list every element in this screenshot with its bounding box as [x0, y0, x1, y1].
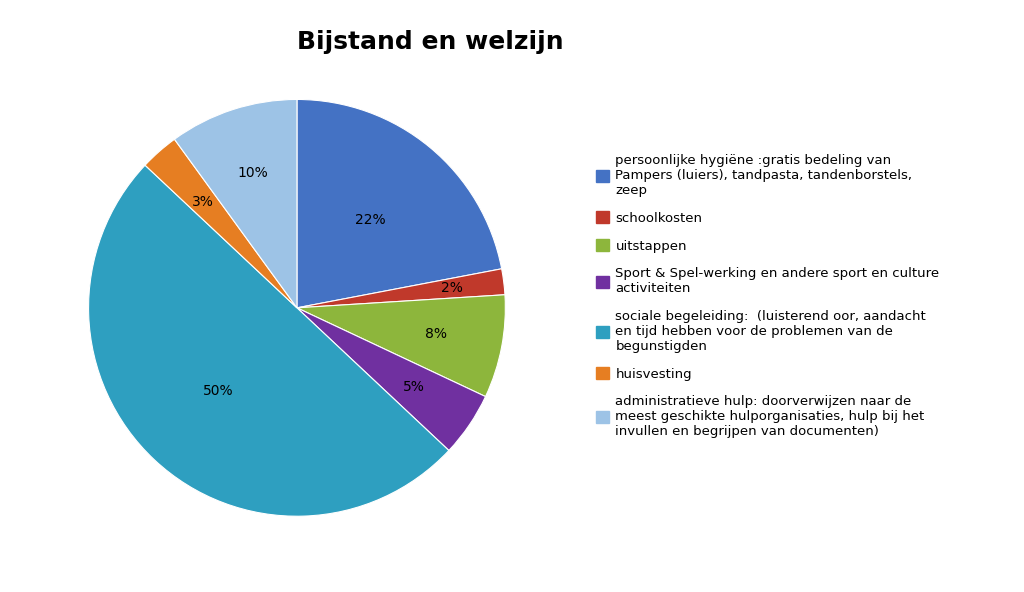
- Wedge shape: [297, 295, 506, 397]
- Text: 50%: 50%: [203, 384, 233, 398]
- Text: 3%: 3%: [193, 195, 214, 208]
- Text: 22%: 22%: [354, 213, 385, 227]
- Text: 2%: 2%: [441, 281, 463, 295]
- Text: 10%: 10%: [238, 166, 268, 180]
- Text: 5%: 5%: [403, 381, 425, 394]
- Wedge shape: [297, 269, 505, 308]
- Wedge shape: [145, 139, 297, 308]
- Text: Bijstand en welzijn: Bijstand en welzijn: [297, 30, 563, 54]
- Wedge shape: [89, 165, 449, 516]
- Wedge shape: [174, 99, 297, 308]
- Legend: persoonlijke hygiëne :gratis bedeling van
Pampers (luiers), tandpasta, tandenbor: persoonlijke hygiëne :gratis bedeling va…: [589, 147, 946, 445]
- Wedge shape: [297, 99, 502, 308]
- Text: 8%: 8%: [425, 327, 447, 342]
- Wedge shape: [297, 308, 485, 451]
